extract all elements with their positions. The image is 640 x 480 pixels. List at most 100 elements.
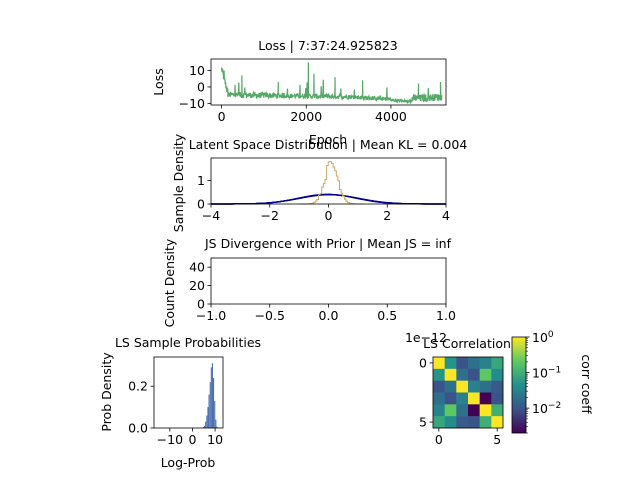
loss-xlabel: Epoch (309, 132, 347, 147)
logprob-bar (216, 426, 218, 428)
prior-gaussian-curve (211, 193, 446, 205)
heatmap-cell (433, 357, 445, 370)
heatmap-cell (468, 416, 480, 429)
heatmap-cell (456, 368, 469, 381)
js-xtick-label: 0.0 (319, 308, 339, 323)
js-frame (210, 257, 447, 305)
heatmap-cell (456, 416, 469, 429)
heatmap-cell (479, 357, 492, 370)
logprob-xtick-label: 10 (207, 432, 223, 447)
js-title: JS Divergence with Prior | Mean JS = inf (204, 236, 452, 251)
loss-ytick-label: 0 (197, 79, 205, 94)
logprob-bar (215, 419, 217, 428)
logprob-bar (214, 400, 216, 428)
latent-ytick-label: 0 (197, 197, 205, 212)
logprob-bar (204, 425, 206, 428)
logprob-bar (206, 415, 208, 428)
sample-step-histogram (299, 161, 364, 205)
logprob-ytick-label: 0.2 (128, 379, 148, 394)
prior-gaussian-curve (211, 193, 446, 205)
heatmap-cell (468, 368, 480, 381)
logprob-xtick-label: 0 (188, 432, 196, 447)
loss-xtick-label: 4000 (375, 109, 407, 124)
latent-xtick-label: 2 (383, 208, 391, 223)
logprob-panel: LS Sample Probabilities Prob Density Log… (99, 335, 261, 470)
logprob-bar (208, 394, 210, 428)
heatmap-cell (479, 392, 492, 405)
latent-xtick-label: 0 (325, 208, 333, 223)
corr-ytick-label: 5 (419, 415, 427, 430)
logprob-xtick-label: −10 (157, 432, 183, 447)
logprob-bar (205, 421, 207, 428)
corr-xtick-label: 5 (493, 432, 501, 447)
latent-title: Latent Space Distribution | Mean KL = 0.… (189, 137, 468, 152)
logprob-bar (211, 363, 213, 428)
logprob-xlabel: Log-Prob (161, 455, 216, 470)
js-ytick-label: 0 (197, 297, 205, 312)
correlation-panel: LS Correlation corr coeff 0 50510010−110−… (419, 330, 594, 447)
latent-ylabel: Sample Density (171, 133, 186, 232)
heatmap-cell (491, 392, 504, 405)
logprob-bar (207, 407, 209, 428)
logprob-bar (213, 377, 215, 428)
loss-xtick-label: 2000 (290, 109, 322, 124)
heatmap-cell (433, 416, 445, 429)
heatmap-cell (468, 392, 480, 405)
corr-frame (432, 356, 504, 429)
heatmap-cell (456, 392, 469, 405)
loss-xtick-label: 0 (218, 109, 226, 124)
corr-title: LS Correlation (423, 336, 511, 351)
colorbar-tick-label: 10−1 (532, 366, 561, 381)
js-xtick-label: 0.5 (377, 308, 397, 323)
logprob-ylabel: Prob Density (99, 352, 114, 432)
logprob-frame (153, 356, 224, 429)
heatmap-cell (444, 357, 457, 370)
colorbar-frame (511, 336, 527, 434)
colorbar-fill (512, 337, 526, 433)
heatmap-cell (433, 368, 445, 381)
heatmap-cell (444, 380, 457, 393)
heatmap-cell (433, 392, 445, 405)
prior-gaussian-curve (211, 194, 446, 205)
loss-ytick-label: −10 (179, 96, 205, 111)
heatmap-cell (491, 416, 504, 429)
js-ytick-label: 40 (189, 260, 205, 275)
colorbar-label: corr coeff (579, 354, 594, 414)
logprob-bar (209, 382, 211, 428)
latent-ytick-label: 1 (197, 173, 205, 188)
js-ytick-label: 20 (189, 278, 205, 293)
prior-gaussian-curve (211, 193, 446, 205)
loss-panel: Loss | 7:37:24.925823 Loss Epoch 0 2000 40… (151, 38, 447, 147)
heatmap-cell (468, 404, 480, 417)
heatmap-cell (456, 404, 469, 417)
heatmap-cell (491, 380, 504, 393)
heatmap-cell (456, 380, 469, 393)
latent-xtick-label: −2 (261, 208, 279, 223)
logprob-ytick-label: 0.0 (128, 421, 148, 436)
heatmap-cell (444, 404, 457, 417)
js-panel: JS Divergence with Prior | Mean JS = inf… (162, 236, 456, 345)
heatmap-cell (479, 368, 492, 381)
corr-xtick-label: 0 (435, 432, 443, 447)
loss-ytick-label: 10 (189, 63, 205, 78)
loss-ylabel: Loss (151, 68, 166, 95)
heatmap-cell (479, 416, 492, 429)
heatmap-cell (456, 357, 469, 370)
heatmap-cell (479, 404, 492, 417)
heatmap-cell (491, 368, 504, 381)
heatmap-cell (444, 392, 457, 405)
js-ylabel: Count Density (162, 238, 177, 327)
prior-gaussian-curve (211, 193, 446, 205)
latent-xtick-label: 4 (442, 208, 450, 223)
heatmap-cell (468, 357, 480, 370)
heatmap-cell (433, 404, 445, 417)
colorbar-tick-label: 10−2 (532, 401, 561, 416)
prior-gaussian-curve (211, 194, 446, 205)
logprob-title: LS Sample Probabilities (115, 335, 261, 350)
latent-xtick-label: −4 (202, 208, 220, 223)
loss-title: Loss | 7:37:24.925823 (258, 38, 397, 53)
heatmap-cell (468, 380, 480, 393)
heatmap-cell (479, 380, 492, 393)
js-xtick-label: 1.0 (436, 308, 456, 323)
colorbar-tick-label: 100 (532, 330, 554, 345)
